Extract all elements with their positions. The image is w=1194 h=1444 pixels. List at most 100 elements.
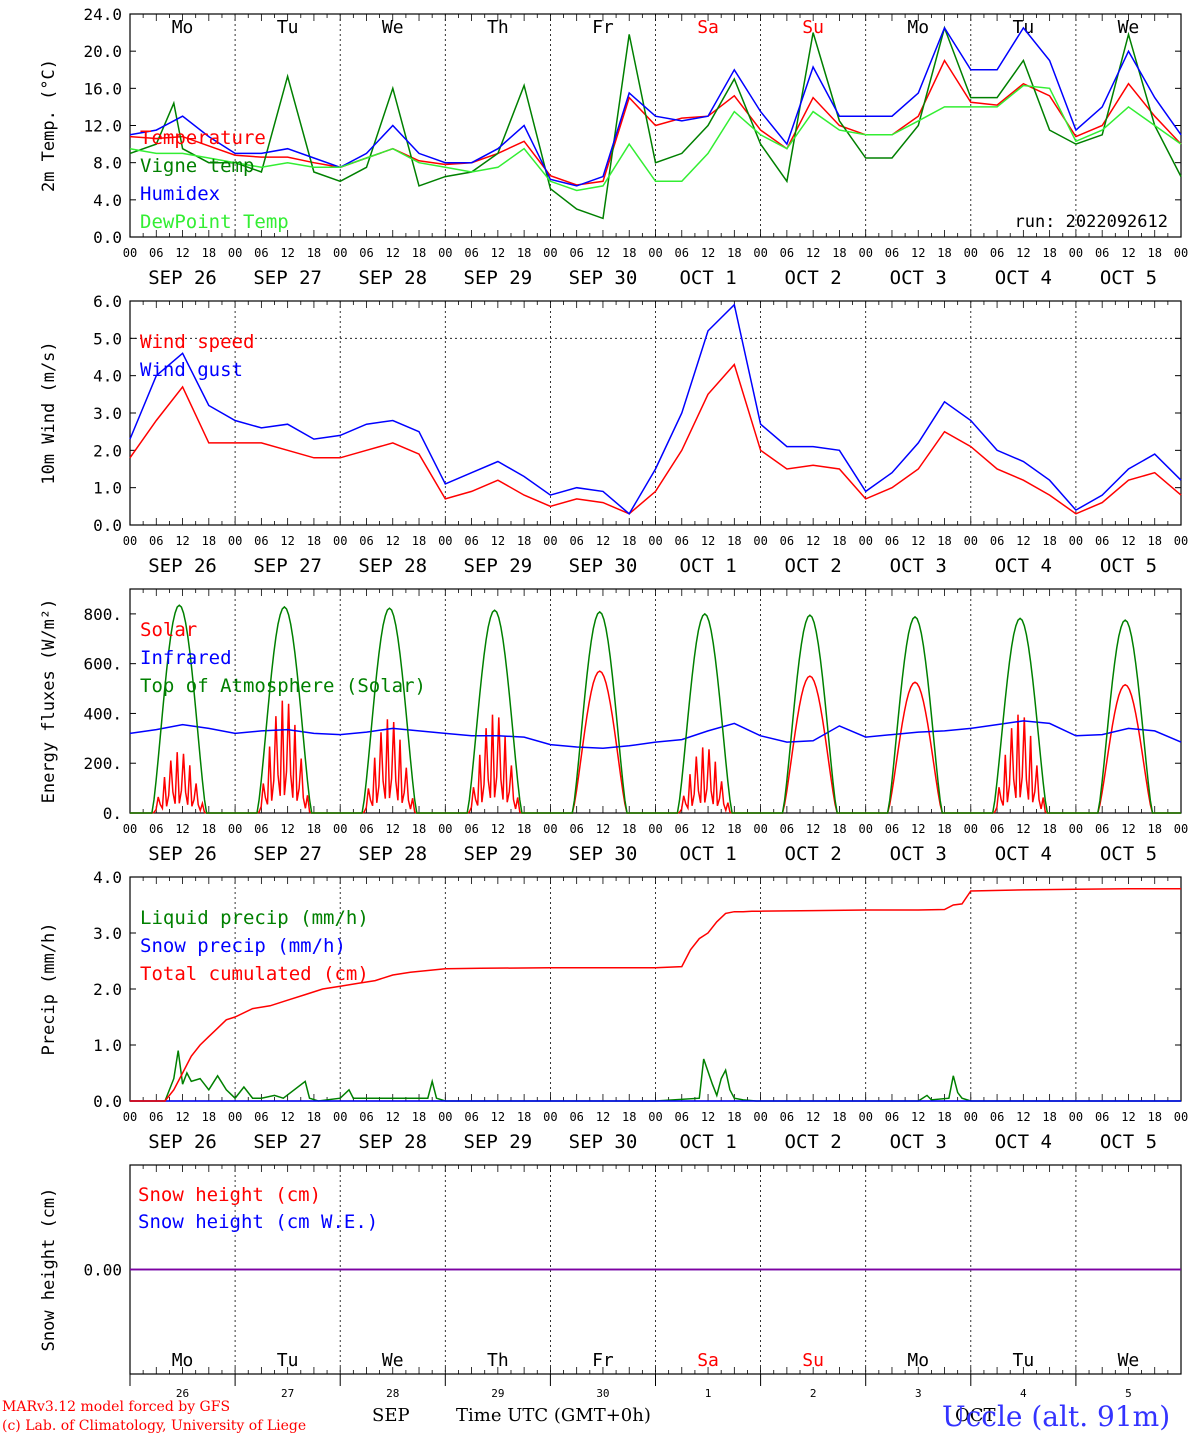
x-day-label: OCT 3 <box>890 1131 947 1153</box>
x-hour-tick-label: 06 <box>569 1110 583 1124</box>
x-day-label: OCT 1 <box>679 1131 736 1153</box>
x-hour-tick-label: 00 <box>438 1110 452 1124</box>
x-hour-tick-label: 12 <box>806 1110 820 1124</box>
x-day-label: SEP 26 <box>148 267 217 289</box>
x-hour-tick-label: 12 <box>491 246 505 260</box>
x-hour-tick-label: 12 <box>280 534 294 548</box>
x-hour-tick-label: 06 <box>675 1110 689 1124</box>
x-day-label: OCT 1 <box>679 843 736 865</box>
x-hour-tick-label: 06 <box>1095 246 1109 260</box>
x-hour-tick-label: 06 <box>675 534 689 548</box>
x-hour-tick-label: 06 <box>149 246 163 260</box>
x-hour-tick-label: 00 <box>1069 534 1083 548</box>
x-day-label: OCT 3 <box>890 555 947 577</box>
x-hour-tick-label: 06 <box>885 822 899 836</box>
x-hour-tick-label: 06 <box>359 1110 373 1124</box>
legend-entry: Vigne temp <box>140 155 254 177</box>
x-hour-tick-label: 06 <box>254 246 268 260</box>
x-day-label: SEP 29 <box>464 555 533 577</box>
series-line-dewpoint-temp <box>129 84 1182 192</box>
weekday-label: Tu <box>277 1350 299 1371</box>
x-day-label: SEP 29 <box>464 843 533 865</box>
y-tick-label: 200. <box>83 754 122 773</box>
y-tick-label: 0.00 <box>83 1261 122 1280</box>
x-hour-tick-label: 06 <box>780 822 794 836</box>
model-credit-line2: (c) Lab. of Climatology, University of L… <box>2 1418 307 1434</box>
x-day-label: OCT 5 <box>1100 267 1157 289</box>
weekday-label: Tu <box>277 17 299 38</box>
x-hour-tick-label: 00 <box>543 246 557 260</box>
x-hour-tick-label: 00 <box>333 534 347 548</box>
x-hour-tick-label: 18 <box>1042 534 1056 548</box>
x-day-label: SEP 30 <box>569 843 638 865</box>
x-day-label: SEP 27 <box>253 267 322 289</box>
x-day-label: OCT 1 <box>679 555 736 577</box>
x-hour-tick-label: 00 <box>648 1110 662 1124</box>
x-hour-tick-label: 12 <box>386 1110 400 1124</box>
x-hour-tick-label: 12 <box>701 822 715 836</box>
x-hour-tick-label: 06 <box>254 1110 268 1124</box>
x-day-label: OCT 2 <box>785 843 842 865</box>
x-hour-tick-label: 18 <box>517 534 531 548</box>
x-hour-tick-label: 00 <box>438 534 452 548</box>
y-axis-label: 10m Wind (m/s) <box>39 341 59 484</box>
y-axis-label: Snow height (cm) <box>39 1188 59 1352</box>
y-axis-label: Precip (mm/h) <box>39 922 59 1055</box>
x-hour-tick-label: 06 <box>780 246 794 260</box>
x-day-label: OCT 4 <box>995 843 1052 865</box>
legend-entry: Infrared <box>140 647 232 669</box>
series-line-humidex <box>129 26 1182 187</box>
x-hour-tick-label: 06 <box>569 534 583 548</box>
x-day-label: SEP 30 <box>569 267 638 289</box>
x-hour-tick-label: 06 <box>885 1110 899 1124</box>
x-day-label: SEP 26 <box>148 1131 217 1153</box>
x-hour-tick-label: 18 <box>202 246 216 260</box>
x-day-label: OCT 2 <box>785 1131 842 1153</box>
x-hour-tick-label: 18 <box>1147 1110 1161 1124</box>
x-hour-tick-label: 00 <box>228 246 242 260</box>
x-hour-tick-label: 00 <box>123 1110 137 1124</box>
x-hour-tick-label: 12 <box>596 1110 610 1124</box>
x-hour-tick-label: 18 <box>412 246 426 260</box>
day-number-label: 28 <box>386 1387 399 1400</box>
x-hour-tick-label: 00 <box>648 246 662 260</box>
x-hour-tick-label: 12 <box>280 246 294 260</box>
x-day-label: SEP 28 <box>358 555 427 577</box>
weekday-label: Mo <box>172 17 194 38</box>
x-hour-tick-label: 18 <box>517 1110 531 1124</box>
y-tick-label: 8.0 <box>93 154 122 173</box>
series-line-liquid-precip-mm-h- <box>130 1050 1181 1102</box>
x-hour-tick-label: 18 <box>622 534 636 548</box>
x-day-label: OCT 5 <box>1100 843 1157 865</box>
x-hour-tick-label: 18 <box>412 1110 426 1124</box>
x-hour-tick-label: 18 <box>202 534 216 548</box>
y-tick-label: 3.0 <box>93 924 122 943</box>
x-hour-tick-label: 18 <box>832 534 846 548</box>
weekday-label: Fr <box>592 17 614 38</box>
x-hour-tick-label: 06 <box>359 534 373 548</box>
x-hour-tick-label: 06 <box>885 534 899 548</box>
weekday-label: Mo <box>907 1350 929 1371</box>
day-number-label: 29 <box>491 1387 504 1400</box>
x-hour-tick-label: 12 <box>701 1110 715 1124</box>
series-line-infrared <box>129 720 1182 750</box>
y-axis-label: 2m Temp. (°C) <box>39 59 59 192</box>
x-hour-tick-label: 06 <box>149 1110 163 1124</box>
weekday-label: Sa <box>697 1350 719 1371</box>
x-day-label: OCT 5 <box>1100 1131 1157 1153</box>
legend-entry: Total cumulated (cm) <box>140 963 369 985</box>
y-tick-label: 0.0 <box>93 516 122 535</box>
y-tick-label: 5.0 <box>93 329 122 348</box>
legend-entry: Wind gust <box>140 359 243 381</box>
x-day-label: OCT 4 <box>995 1131 1052 1153</box>
x-day-label: SEP 28 <box>358 1131 427 1153</box>
x-hour-tick-label: 00 <box>964 246 978 260</box>
x-hour-tick-label: 00 <box>753 534 767 548</box>
x-hour-tick-label: 06 <box>254 534 268 548</box>
y-tick-label: 400. <box>83 704 122 723</box>
day-number-label: 2 <box>810 1387 817 1400</box>
legend-entry: DewPoint Temp <box>140 211 289 233</box>
x-day-label: SEP 27 <box>253 843 322 865</box>
x-day-label: OCT 1 <box>679 267 736 289</box>
x-day-label: SEP 30 <box>569 1131 638 1153</box>
